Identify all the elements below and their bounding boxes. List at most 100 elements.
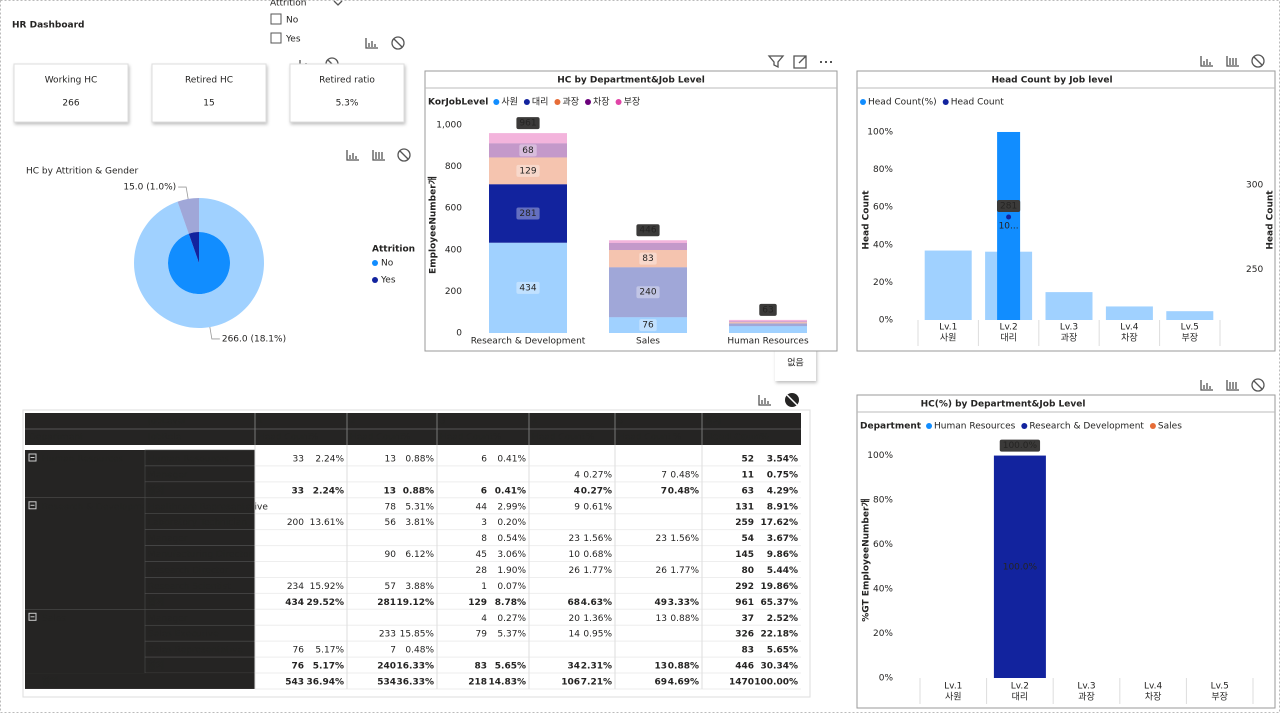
data-label: 100.0% bbox=[1003, 562, 1038, 572]
expand-toggle[interactable] bbox=[28, 453, 37, 462]
subtotal-label: 합계 bbox=[148, 484, 165, 496]
header-cell: JobLevel bbox=[147, 417, 186, 427]
icon[interactable] bbox=[1251, 54, 1265, 68]
legend-label: Human Resources bbox=[934, 422, 1016, 432]
header-cell: Head Count bbox=[440, 433, 494, 443]
y-tick-label: 200 bbox=[445, 287, 462, 297]
pie-ring-slice bbox=[177, 198, 199, 234]
chart-title: HC by Attrition & Gender bbox=[26, 167, 139, 177]
slicer-option[interactable]: Yes bbox=[285, 35, 301, 45]
table-cell: 79 bbox=[476, 630, 488, 640]
icon[interactable] bbox=[758, 395, 771, 406]
checkbox[interactable] bbox=[270, 13, 282, 25]
header-cell: Head Count bbox=[258, 433, 312, 443]
table-cell: 233 bbox=[379, 630, 396, 640]
icon[interactable] bbox=[786, 394, 798, 406]
icon[interactable] bbox=[391, 36, 405, 50]
icon[interactable] bbox=[397, 148, 411, 162]
x-tick-label: 차장 bbox=[1145, 691, 1162, 703]
x-tick-label: Lv.3 bbox=[1060, 323, 1078, 333]
icon[interactable] bbox=[1253, 56, 1263, 66]
icon[interactable] bbox=[372, 150, 385, 161]
icon[interactable] bbox=[346, 150, 359, 161]
visual-title: HC by Department&Job Level bbox=[557, 76, 705, 86]
legend-title: Attrition bbox=[372, 245, 415, 255]
icon[interactable] bbox=[1200, 56, 1213, 67]
table-cell: 0.48% bbox=[670, 470, 699, 480]
total-label: 합계 bbox=[42, 675, 59, 687]
table-cell: 0.68% bbox=[583, 550, 612, 560]
data-label: 240 bbox=[639, 288, 656, 298]
table-cell: 4.63% bbox=[581, 598, 612, 608]
icon[interactable] bbox=[793, 55, 807, 69]
dept-label: Sales bbox=[42, 614, 66, 624]
bar-segment bbox=[729, 323, 807, 327]
table-cell: 131 bbox=[735, 502, 754, 512]
total-label: 961 bbox=[519, 119, 536, 129]
table-cell: 33 bbox=[291, 486, 304, 496]
subtotal-label: 합계 bbox=[148, 660, 165, 672]
table-cell: 7 bbox=[661, 486, 667, 496]
table-cell: 30.34% bbox=[761, 662, 799, 672]
icon[interactable] bbox=[399, 150, 409, 160]
table-cell: 7.21% bbox=[581, 677, 612, 687]
bar-segment bbox=[609, 267, 687, 318]
table-cell: 15.85% bbox=[400, 630, 435, 640]
icon[interactable] bbox=[1200, 380, 1213, 391]
table-cell: 4 bbox=[574, 470, 580, 480]
table-cell: 1 bbox=[481, 582, 487, 592]
table-cell: 4.29% bbox=[767, 486, 798, 496]
legend-marker bbox=[1149, 423, 1156, 429]
icon[interactable] bbox=[767, 55, 785, 69]
table-cell: 434 bbox=[285, 598, 304, 608]
table-cell: 0.88% bbox=[668, 662, 699, 672]
icon[interactable] bbox=[1226, 380, 1239, 391]
expand-toggle[interactable] bbox=[28, 501, 37, 510]
x-tick-label: 대리 bbox=[1000, 333, 1017, 344]
x-tick-label: 차장 bbox=[1121, 332, 1138, 344]
bar bbox=[1105, 306, 1153, 320]
slicer-chevron[interactable] bbox=[333, 0, 343, 6]
header-cell: % bbox=[402, 433, 411, 443]
table-cell: 0.27% bbox=[583, 470, 612, 480]
role-label: Healthcare Representative bbox=[148, 502, 268, 512]
table-cell: 0.20% bbox=[497, 518, 526, 528]
table-cell: 292 bbox=[735, 582, 754, 592]
card-value: 5.3% bbox=[336, 99, 359, 109]
header-cell: 합계 bbox=[705, 415, 722, 427]
role-label: Research Director bbox=[148, 566, 229, 576]
x-tick-label: Lv.2 bbox=[1011, 682, 1029, 692]
bar-segment bbox=[489, 242, 567, 333]
y2-tick-label: 250 bbox=[1246, 265, 1263, 275]
icon[interactable] bbox=[1226, 56, 1239, 67]
expand-toggle[interactable] bbox=[28, 612, 37, 621]
pie-slice bbox=[188, 232, 199, 263]
y-axis-title: %GT EmployeeNumber개 bbox=[860, 498, 872, 621]
legend-marker bbox=[942, 99, 949, 105]
role-label: Human Resources bbox=[148, 454, 230, 464]
table-cell: 5.17% bbox=[313, 662, 344, 672]
header-cell: Head Count bbox=[350, 433, 404, 443]
checkbox[interactable] bbox=[270, 32, 282, 44]
icon[interactable] bbox=[1251, 378, 1265, 392]
role-label: Research Scientist bbox=[148, 582, 231, 592]
table-cell: 1470 bbox=[729, 677, 754, 687]
bar-segment bbox=[729, 321, 807, 323]
table-cell: 4 bbox=[481, 614, 487, 624]
table-cell: 0.41% bbox=[497, 454, 526, 464]
subtotal-label: 합계 bbox=[148, 596, 165, 608]
table-cell: 10 bbox=[569, 550, 581, 560]
icon[interactable] bbox=[393, 38, 403, 48]
table-cell: 7 bbox=[661, 470, 667, 480]
legend-marker bbox=[523, 99, 530, 105]
data-label-bg bbox=[636, 286, 660, 299]
icon[interactable] bbox=[365, 38, 378, 49]
slicer-option[interactable]: No bbox=[286, 16, 299, 26]
icon[interactable] bbox=[1253, 380, 1263, 390]
table-cell: 1.56% bbox=[583, 534, 612, 544]
table-cell: 0.48% bbox=[405, 646, 434, 656]
visual-frame bbox=[856, 70, 1276, 352]
table-cell: 54 bbox=[741, 534, 754, 544]
y2-tick-label: 300 bbox=[1246, 180, 1263, 190]
table-cell: 45 bbox=[476, 550, 487, 560]
